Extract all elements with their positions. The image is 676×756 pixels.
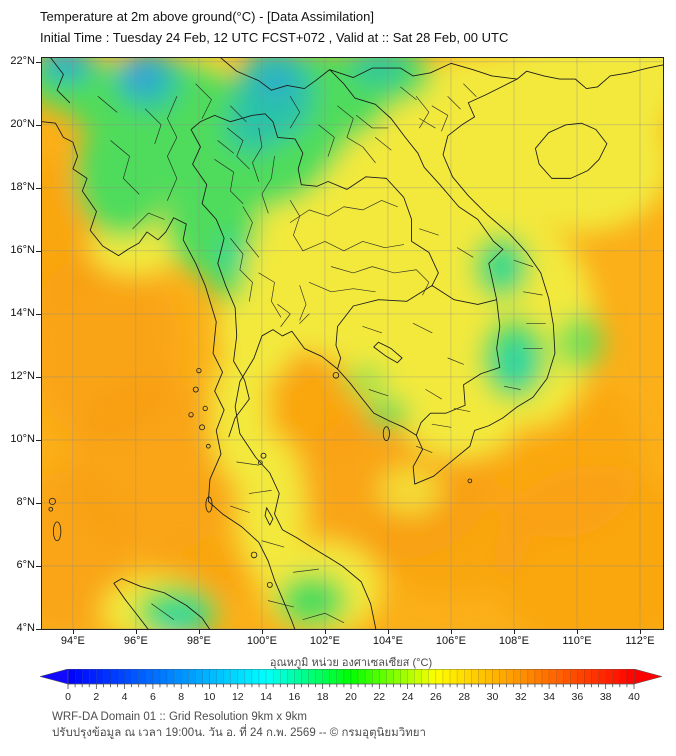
lat-tick-mark xyxy=(36,502,41,504)
lat-tick-mark xyxy=(36,250,41,252)
colorbar-tick-label: 18 xyxy=(317,691,329,703)
lat-tick-label: 10°N xyxy=(10,432,35,445)
colorbar-tick-label: 40 xyxy=(628,691,640,703)
lat-tick-mark xyxy=(36,187,41,189)
lat-tick-mark xyxy=(36,124,41,126)
lat-tick-label: 16°N xyxy=(10,243,35,256)
colorbar-tick-label: 8 xyxy=(178,691,184,703)
lat-tick-label: 20°N xyxy=(10,117,35,130)
colorbar-left-arrow xyxy=(40,669,69,685)
lon-tick-label: 112°E xyxy=(625,635,655,647)
lon-tick-mark xyxy=(72,629,74,634)
coastline-borders-layer xyxy=(42,58,663,629)
lake-tonle-sap xyxy=(373,341,403,364)
lon-tick-mark xyxy=(640,629,641,634)
lat-tick-mark xyxy=(36,439,41,441)
title-block: Temperature at 2m above ground(°C) - [Da… xyxy=(40,6,508,48)
colorbar-tick-label: 16 xyxy=(289,691,301,703)
islands-layer xyxy=(48,367,473,588)
lat-tick-label: 12°N xyxy=(10,369,35,382)
map-subtitle: Initial Time : Tuesday 24 Feb, 12 UTC FC… xyxy=(40,30,509,45)
lat-tick-label: 22°N xyxy=(10,54,35,67)
colorbar-tick-label: 22 xyxy=(373,691,385,703)
map-plot-area: 22°N 20°N 18°N 16°N 14°N 12°N 10°N 8°N 6°N 4°N 94°… xyxy=(10,55,664,647)
lon-tick-mark xyxy=(513,629,515,634)
lon-tick-label: 96°E xyxy=(123,635,148,647)
lon-tick-mark xyxy=(576,629,578,634)
colorbar-tick-label: 38 xyxy=(600,691,612,703)
colorbar-tick-label: 12 xyxy=(232,691,244,703)
colorbar-tick-label: 2 xyxy=(93,691,99,703)
lat-tick-mark xyxy=(36,629,41,630)
colorbar-tick-label: 36 xyxy=(572,691,584,703)
colorbar-tick-label: 14 xyxy=(260,691,272,703)
footer-update-info: ปรับปรุงข้อมูล ณ เวลา 19:00น. วัน อ. ที่… xyxy=(52,727,426,739)
colorbar-tick-label: 6 xyxy=(150,691,156,703)
lat-tick-label: 18°N xyxy=(10,180,35,193)
temperature-field-map xyxy=(42,58,663,629)
coastline-west xyxy=(42,121,296,629)
temperature-colorbar: 0 2 4 6 8 10 12 14 16 18 20 22 24 26 28 30 32 34 36 38 40 xyxy=(40,669,662,703)
lake-songkhla xyxy=(264,507,274,526)
map-title: Temperature at 2m above ground(°C) - [Da… xyxy=(40,9,374,24)
coastline-hainan xyxy=(534,122,608,179)
lon-tick-label: 108°E xyxy=(498,635,530,647)
colorbar-tick-label: 26 xyxy=(430,691,442,703)
colorbar-tick-label: 30 xyxy=(487,691,499,703)
coastline-sumatra xyxy=(113,578,211,629)
lon-tick-mark xyxy=(324,629,326,634)
colorbar-tick-label: 34 xyxy=(543,691,555,703)
colorbar-tick-label: 4 xyxy=(122,691,128,703)
colorbar-tick-label: 24 xyxy=(402,691,414,703)
lat-tick-mark xyxy=(36,313,41,315)
province-borders xyxy=(97,83,546,624)
colorbar-tick-label: 10 xyxy=(204,691,216,703)
lon-tick-label: 94°E xyxy=(60,635,85,647)
temperature-blobs-layer xyxy=(42,58,663,629)
lon-tick-mark xyxy=(261,629,263,634)
lat-tick-label: 14°N xyxy=(10,306,35,319)
lon-tick-label: 100°E xyxy=(246,635,277,647)
colorbar-title: อุณหภูมิ หน่วย องศาเซลเซียส (°C) xyxy=(269,657,433,669)
colorbar-tick-label: 0 xyxy=(65,691,71,703)
lon-tick-mark xyxy=(450,629,452,634)
lat-tick-label: 6°N xyxy=(16,558,35,571)
lon-tick-mark xyxy=(387,629,389,634)
colorbar-tick-label: 20 xyxy=(345,691,357,703)
colorbar-right-arrow xyxy=(633,669,662,685)
lon-tick-label: 110°E xyxy=(562,635,592,647)
lon-tick-mark xyxy=(135,629,137,634)
province-borders-layer xyxy=(97,83,546,624)
lon-tick-label: 102°E xyxy=(309,635,340,647)
coastline-east xyxy=(234,64,663,629)
lon-tick-label: 104°E xyxy=(372,635,403,647)
colorbar-tick-label: 28 xyxy=(458,691,470,703)
lat-tick-mark xyxy=(36,565,41,567)
lat-tick-label: 8°N xyxy=(16,495,35,508)
lat-tick-mark xyxy=(36,376,41,378)
colorbar-tick-label: 32 xyxy=(515,691,527,703)
latlon-gridlines xyxy=(42,58,663,629)
lon-tick-mark xyxy=(198,629,200,634)
country-borders xyxy=(50,58,518,438)
lat-tick-mark xyxy=(36,61,41,63)
lon-tick-label: 106°E xyxy=(435,635,466,647)
footer-domain-info: WRF-DA Domain 01 :: Grid Resolution 9km … xyxy=(52,711,307,723)
footer-block: WRF-DA Domain 01 :: Grid Resolution 9km … xyxy=(52,709,426,741)
lat-tick-label: 4°N xyxy=(16,622,35,634)
lon-tick-label: 98°E xyxy=(186,635,211,647)
